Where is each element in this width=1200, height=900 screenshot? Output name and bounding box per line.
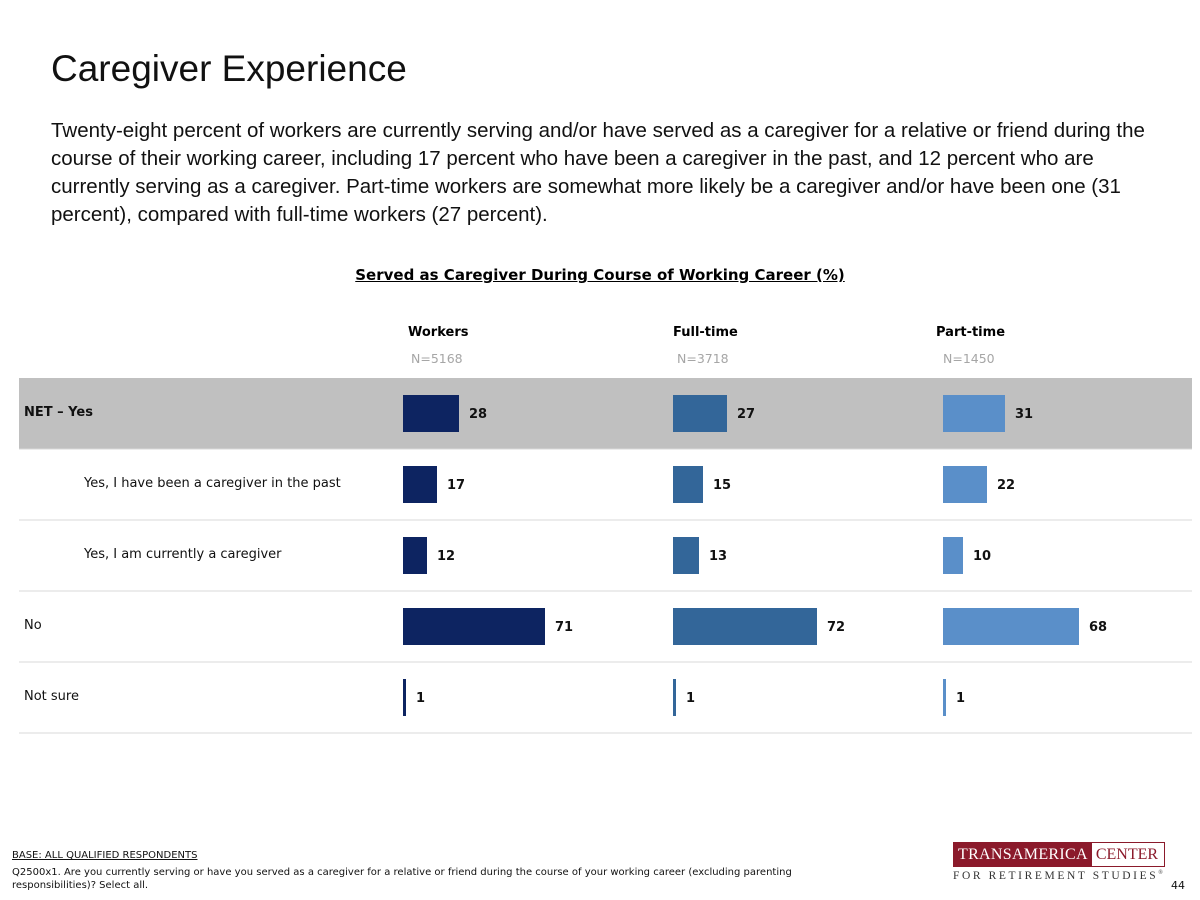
series-header-workers: Workers: [408, 325, 469, 340]
row-label: Yes, I am currently a caregiver: [83, 547, 282, 562]
bar-full-time: [673, 466, 703, 503]
data-label: 71: [555, 620, 573, 635]
footnote-base: BASE: ALL QUALIFIED RESPONDENTS: [12, 850, 198, 861]
row-label: No: [24, 618, 42, 633]
bar-part-time: [943, 608, 1079, 645]
bar-full-time: [673, 395, 727, 432]
logo-brand: TRANSAMERICA: [954, 843, 1092, 866]
transamerica-logo: TRANSAMERICA CENTER FOR RETIREMENT STUDI…: [953, 842, 1165, 882]
series-n-part-time: N=1450: [943, 351, 995, 366]
row-label: NET – Yes: [24, 405, 93, 420]
page-subtitle: Twenty-eight percent of workers are curr…: [51, 119, 1145, 226]
data-label: 1: [956, 691, 965, 706]
data-label: 15: [713, 478, 731, 493]
bar-full-time: [673, 537, 699, 574]
bar-workers: [403, 395, 459, 432]
data-label: 1: [686, 691, 695, 706]
series-header-part-time: Part-time: [936, 325, 1006, 340]
row-label: Yes, I have been a caregiver in the past: [83, 476, 341, 491]
bar-part-time: [943, 466, 987, 503]
bar-full-time: [673, 608, 817, 645]
data-label: 10: [973, 549, 991, 564]
logo-tagline: FOR RETIREMENT STUDIES®: [953, 870, 1163, 882]
data-label: 31: [1015, 407, 1033, 422]
logo-center: CENTER: [1091, 843, 1163, 866]
chart-title: Served as Caregiver During Course of Wor…: [355, 266, 845, 284]
bar-workers: [403, 537, 427, 574]
data-label: 28: [469, 407, 487, 422]
data-label: 72: [827, 620, 845, 635]
data-label: 1: [416, 691, 425, 706]
bar-part-time: [943, 395, 1005, 432]
bar-full-time: [673, 679, 676, 716]
row-label: Not sure: [24, 689, 79, 704]
bar-workers: [403, 608, 545, 645]
data-label: 68: [1089, 620, 1107, 635]
data-label: 22: [997, 478, 1015, 493]
bar-workers: [403, 679, 406, 716]
bar-workers: [403, 466, 437, 503]
footnote-question: Q2500x1. Are you currently serving or ha…: [12, 867, 792, 891]
data-label: 17: [447, 478, 465, 493]
page-number: 44: [1171, 879, 1185, 892]
bar-part-time: [943, 679, 946, 716]
series-n-full-time: N=3718: [677, 351, 729, 366]
data-label: 12: [437, 549, 455, 564]
series-n-workers: N=5168: [411, 351, 463, 366]
data-label: 13: [709, 549, 727, 564]
series-header-full-time: Full-time: [673, 325, 738, 340]
data-label: 27: [737, 407, 755, 422]
bar-part-time: [943, 537, 963, 574]
page-title: Caregiver Experience: [51, 48, 407, 89]
